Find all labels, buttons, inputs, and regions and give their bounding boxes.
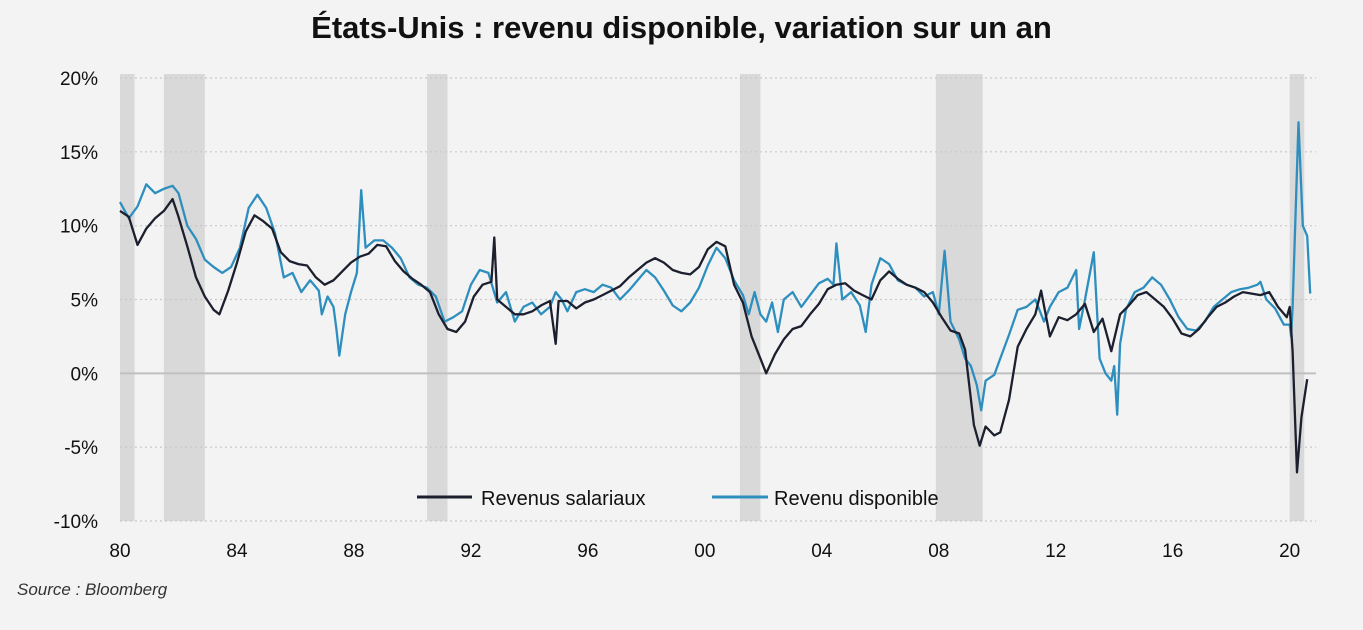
recession-band-4: [935, 74, 983, 521]
x-tick-label: 16: [1162, 541, 1183, 562]
recession-band-1: [163, 74, 205, 521]
recession-bands: [120, 74, 1305, 521]
series-lines: [118, 121, 1312, 474]
x-tick-label: 96: [577, 541, 598, 562]
x-tick-label: 88: [343, 541, 364, 562]
x-tick-label: 80: [109, 541, 130, 562]
recession-band-3: [739, 74, 761, 521]
source-note: Source : Bloomberg: [17, 580, 168, 599]
legend-label-0: Revenus salariaux: [481, 488, 646, 510]
y-tick-label: 20%: [60, 69, 98, 90]
x-tick-label: 08: [928, 541, 949, 562]
legend: Revenus salariaux Revenu disponible: [417, 488, 939, 510]
x-tick-label: 00: [694, 541, 715, 562]
y-tick-label: 5%: [71, 291, 99, 312]
x-tick-label: 84: [226, 541, 248, 562]
y-tick-label: 0%: [71, 364, 99, 385]
recession-band-0: [120, 74, 135, 521]
x-axis-ticks: 80 84 88 92 96 00 04 08 12 16 20: [109, 541, 1300, 562]
y-tick-label: -5%: [64, 438, 98, 459]
x-tick-label: 12: [1045, 541, 1066, 562]
y-tick-label: 15%: [60, 143, 98, 164]
series-line-1: [118, 121, 1312, 416]
gridlines: [120, 77, 1316, 522]
x-tick-label: 04: [811, 541, 833, 562]
chart-title: États-Unis : revenu disponible, variatio…: [311, 10, 1052, 45]
y-tick-label: 10%: [60, 217, 98, 238]
y-tick-label: -10%: [54, 512, 98, 533]
x-tick-label: 92: [460, 541, 481, 562]
x-tick-label: 20: [1279, 541, 1300, 562]
legend-label-1: Revenu disponible: [774, 488, 939, 510]
y-axis-ticks: -10% -5% 0% 5% 10% 15% 20%: [54, 69, 98, 533]
series-line-0: [119, 197, 1309, 474]
